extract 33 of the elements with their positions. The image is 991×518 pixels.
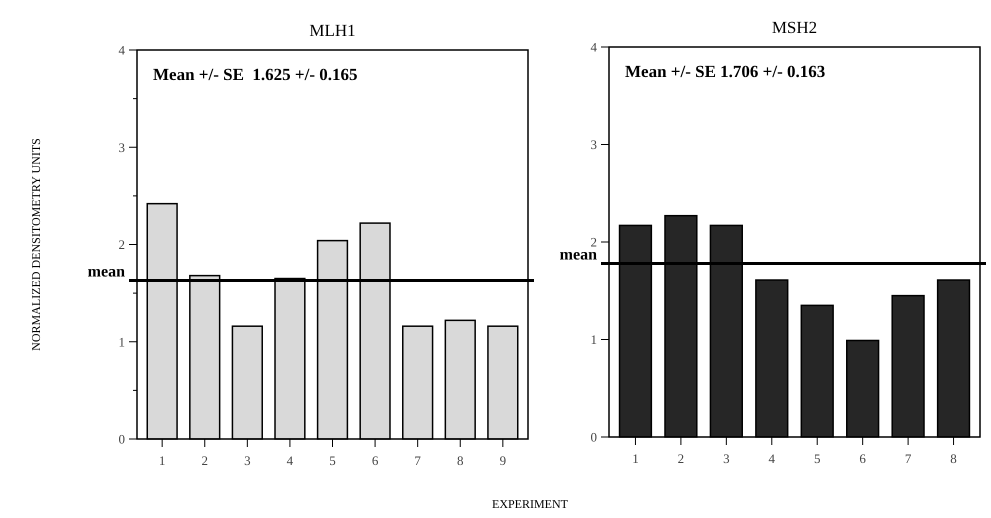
x-tick-label: 3 — [723, 451, 730, 466]
x-tick-label: 2 — [678, 451, 684, 466]
x-tick-label: 7 — [414, 453, 422, 468]
y-tick-label: 0 — [590, 430, 597, 445]
y-tick-label: 2 — [118, 237, 125, 252]
y-tick-label: 3 — [118, 140, 125, 155]
x-tick-label: 2 — [201, 453, 208, 468]
y-tick-label: 0 — [118, 432, 125, 447]
x-tick-label: 8 — [950, 451, 957, 466]
x-axis-title: EXPERIMENT — [492, 497, 569, 511]
annotation: Mean +/- SE 1.706 +/- 0.163 — [625, 62, 826, 81]
x-tick-label: 1 — [632, 451, 639, 466]
x-tick-label: 6 — [859, 451, 866, 466]
chart-title: MLH1 — [309, 21, 356, 40]
x-tick-label: 4 — [286, 453, 294, 468]
x-tick-label: 8 — [457, 453, 464, 468]
y-tick-label: 1 — [590, 332, 597, 348]
x-tick-label: 6 — [372, 453, 379, 468]
x-tick-label: 1 — [158, 453, 166, 468]
x-tick-label: 4 — [768, 451, 776, 466]
x-tick-label: 5 — [329, 453, 336, 468]
annotation: Mean +/- SE 1.625 +/- 0.165 — [153, 65, 358, 84]
x-tick-label: 3 — [244, 453, 251, 468]
ref-line-label: mean — [88, 263, 126, 280]
y-tick-label: 1 — [118, 334, 125, 350]
y-axis-title: NORMALIZED DENSITOMETRY UNITS — [29, 138, 43, 351]
x-tick-label: 5 — [814, 451, 820, 466]
y-tick-label: 3 — [590, 137, 597, 152]
y-tick-label: 4 — [118, 42, 126, 58]
x-tick-label: 9 — [500, 453, 506, 468]
y-tick-label: 4 — [590, 40, 598, 55]
x-tick-label: 7 — [904, 451, 912, 466]
chart-title: MSH2 — [772, 18, 818, 37]
